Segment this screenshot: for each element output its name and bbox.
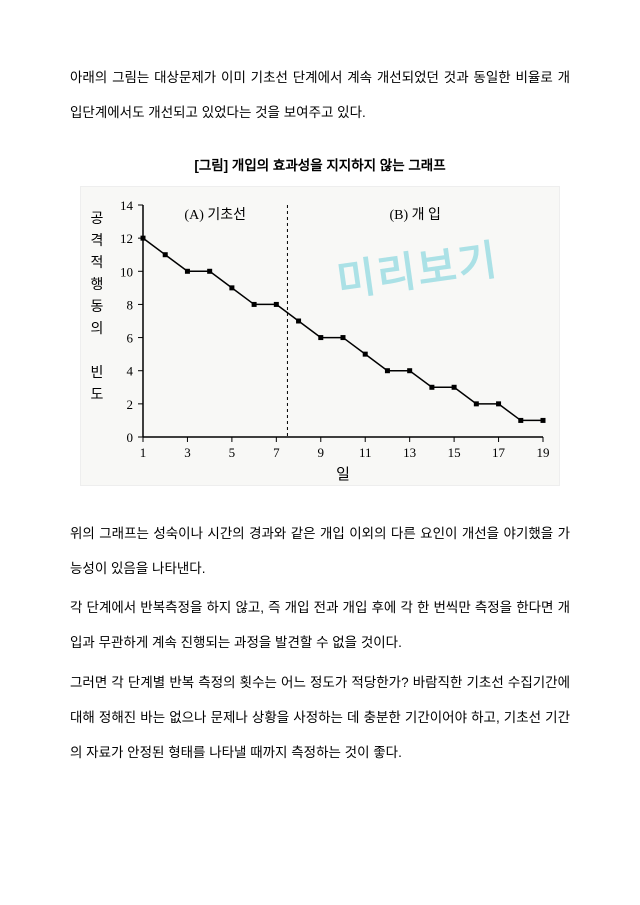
svg-text:빈: 빈 (91, 365, 104, 381)
svg-text:(B) 개 입: (B) 개 입 (390, 207, 441, 223)
body-paragraph: 각 단계에서 반복측정을 하지 않고, 즉 개입 전과 개입 후에 각 한 번씩… (70, 590, 570, 660)
body-paragraph: 위의 그래프는 성숙이나 시간의 경과와 같은 개입 이외의 다른 요인이 개선… (70, 516, 570, 586)
svg-text:3: 3 (184, 445, 191, 460)
body-text: 위의 그래프는 성숙이나 시간의 경과와 같은 개입 이외의 다른 요인이 개선… (70, 516, 570, 770)
svg-text:격: 격 (91, 233, 104, 249)
body-paragraph: 그러면 각 단계별 반복 측정의 횟수는 어느 정도가 적당한가? 바람직한 기… (70, 665, 570, 770)
svg-text:12: 12 (120, 231, 133, 246)
svg-text:17: 17 (492, 445, 506, 460)
svg-text:7: 7 (273, 445, 280, 460)
svg-text:행: 행 (91, 277, 104, 293)
svg-text:8: 8 (127, 298, 134, 313)
svg-text:10: 10 (120, 264, 133, 279)
svg-text:4: 4 (127, 364, 134, 379)
svg-text:(A) 기초선: (A) 기초선 (184, 207, 246, 223)
svg-text:의: 의 (91, 321, 104, 337)
line-chart: 02468101214135791113151719공격적행동의빈도일(A) 기… (81, 187, 561, 487)
svg-text:19: 19 (537, 445, 550, 460)
svg-text:도: 도 (91, 388, 104, 403)
svg-text:공: 공 (91, 212, 104, 227)
svg-text:14: 14 (120, 198, 134, 213)
chart-container: 미리보기 02468101214135791113151719공격적행동의빈도일… (80, 186, 560, 486)
svg-text:적: 적 (91, 255, 104, 271)
svg-text:9: 9 (318, 445, 325, 460)
svg-text:5: 5 (229, 445, 236, 460)
figure-title: [그림] 개입의 효과성을 지지하지 않는 그래프 (70, 154, 570, 174)
svg-text:2: 2 (127, 397, 134, 412)
svg-text:15: 15 (448, 445, 461, 460)
svg-text:6: 6 (127, 331, 134, 346)
svg-text:0: 0 (127, 430, 134, 445)
svg-text:13: 13 (403, 445, 416, 460)
svg-text:1: 1 (140, 445, 147, 460)
svg-text:동: 동 (91, 300, 104, 315)
intro-paragraph: 아래의 그림는 대상문제가 이미 기초선 단계에서 계속 개선되었던 것과 동일… (70, 60, 570, 130)
svg-text:11: 11 (359, 445, 372, 460)
svg-text:일: 일 (336, 466, 350, 483)
